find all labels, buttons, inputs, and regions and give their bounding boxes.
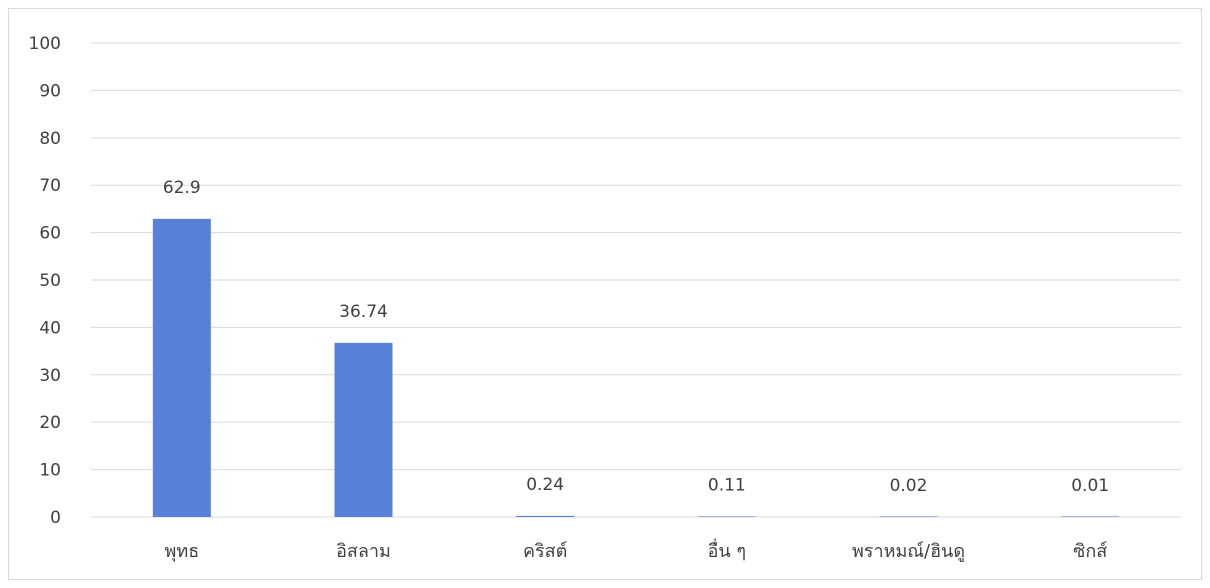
y-tick-label: 0 (50, 508, 61, 528)
chart-frame: 0 10 20 30 40 50 60 70 80 90 100 62.9 36.74 0.24 0.11… (8, 8, 1202, 580)
bar (1061, 516, 1120, 517)
y-tick-label: 100 (29, 34, 61, 54)
x-axis-categories: พุทธ อิสลาม คริสต์ อื่น ๆ พราหมณ์/ฮินดู ซิกส์ (164, 538, 1107, 562)
y-axis-ticks: 0 10 20 30 40 50 60 70 80 90 100 (29, 34, 61, 528)
data-label: 0.24 (526, 475, 564, 495)
y-tick-label: 60 (39, 224, 61, 244)
x-category-label: อิสลาม (336, 541, 391, 562)
data-label: 0.01 (1071, 476, 1109, 496)
y-tick-label: 10 (39, 461, 61, 481)
x-category-label: คริสต์ (523, 541, 567, 562)
bar (516, 515, 575, 517)
data-label: 0.02 (890, 476, 928, 496)
y-tick-label: 70 (39, 176, 61, 196)
y-tick-label: 40 (39, 318, 61, 338)
y-tick-label: 20 (39, 413, 61, 433)
gridlines (91, 42, 1181, 518)
y-tick-label: 80 (39, 129, 61, 149)
y-tick-label: 30 (39, 366, 61, 386)
bar (879, 516, 938, 517)
x-category-label: พุทธ (164, 541, 199, 562)
x-category-label: พราหมณ์/ฮินดู (852, 541, 965, 562)
bars (152, 218, 1120, 517)
x-category-label: อื่น ๆ (708, 538, 747, 562)
data-label: 62.9 (163, 178, 201, 198)
bar (697, 516, 756, 517)
x-category-label: ซิกส์ (1073, 541, 1107, 562)
bar-chart: 0 10 20 30 40 50 60 70 80 90 100 62.9 36.74 0.24 0.11… (29, 34, 1181, 562)
bar (152, 218, 211, 517)
data-labels: 62.9 36.74 0.24 0.11 0.02 0.01 (163, 178, 1109, 496)
data-label: 36.74 (339, 302, 388, 322)
data-label: 0.11 (708, 475, 746, 495)
y-tick-label: 50 (39, 271, 61, 291)
y-tick-label: 90 (39, 81, 61, 101)
bar (334, 342, 393, 517)
